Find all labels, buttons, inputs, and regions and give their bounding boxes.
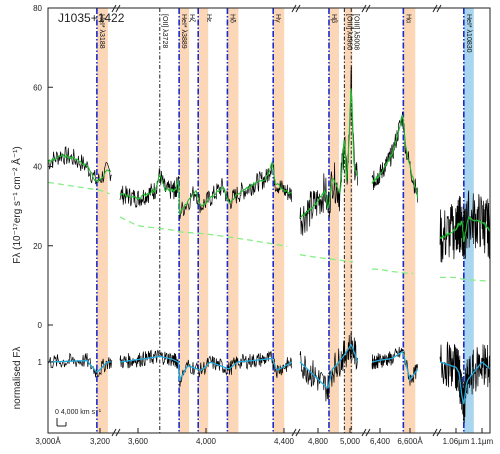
xtick-label-7: 6,400	[370, 437, 391, 446]
line-label-10: Hα	[404, 14, 411, 23]
line-label-1: [OII] λ3728	[161, 14, 168, 48]
band-3	[227, 8, 239, 433]
ytick-label-top-2: 40	[33, 163, 42, 172]
line-label-7: Hβ	[330, 14, 337, 23]
xtick-label-10: 1.1µm	[471, 437, 494, 446]
line-label-0: HeI* λ3188	[98, 14, 105, 49]
ytick-label-top-0: 0	[38, 321, 43, 330]
line-label-9: [OIII] λ5008	[352, 14, 359, 50]
scale-bar-label: 0 4,000 km s⁻¹	[55, 409, 102, 416]
band-2	[198, 8, 209, 433]
line-label-3: Hζ	[188, 14, 195, 22]
axis-break-top-2	[361, 4, 371, 13]
line-markers	[96, 8, 465, 433]
line-label-5: Hδ	[228, 14, 235, 23]
y-axis-label-top: Fλ (10⁻¹⁷erg s⁻¹ cm⁻² Å⁻¹)	[10, 146, 23, 264]
xtick-label-2: 3,600	[128, 437, 149, 446]
band-5	[328, 8, 339, 433]
normalised-model-line	[47, 343, 491, 405]
observed-flux-line	[47, 66, 491, 263]
axis-break-top-1	[291, 4, 301, 13]
xtick-label-8: 6,600Å	[397, 437, 423, 446]
normalised-observed-line	[47, 332, 491, 423]
band-1	[179, 8, 190, 433]
plot-frame	[47, 7, 491, 434]
axis-break-top-0	[111, 4, 121, 13]
model-flux-line	[47, 88, 491, 243]
spectrum-series	[47, 66, 491, 423]
xtick-label-4: 4,400	[274, 437, 295, 446]
line-labels: HeI* λ3188 [OII] λ3728 HeI* λ3889 Hζ Hε Hδ Hγ H…	[98, 14, 472, 53]
axis-break-1	[291, 428, 301, 437]
line-label-4: Hε	[205, 14, 212, 22]
continuum-line	[47, 181, 491, 283]
axes: 0 20 40 60 80 1 3,000Å 3,200 3,600 4,000 4,400 4,80…	[33, 4, 493, 446]
axis-break-3	[432, 428, 442, 437]
xtick-label-6: 5,000	[340, 437, 361, 446]
band-4	[273, 8, 285, 433]
ytick-label-top-4: 80	[33, 4, 42, 13]
ytick-label-top-3: 60	[33, 83, 42, 92]
xtick-label-3: 4,000	[196, 437, 217, 446]
ytick-label-bottom-0: 1	[38, 358, 43, 367]
xtick-label-0: 3,000Å	[35, 437, 61, 446]
band-6	[344, 8, 353, 433]
line-label-2: HeI* λ3889	[180, 14, 187, 49]
band-0	[96, 8, 108, 433]
ytick-label-top-1: 20	[33, 242, 42, 251]
axis-break-0	[111, 428, 121, 437]
line-label-11: HeI* λ10830	[465, 14, 472, 53]
band-7	[403, 8, 416, 433]
axis-break-2	[361, 428, 371, 437]
y-axis-label-bottom: normalised Fλ	[12, 347, 23, 410]
xtick-label-1: 3,200	[90, 437, 111, 446]
xtick-label-5: 4,800	[308, 437, 329, 446]
line-label-6: Hγ	[274, 14, 281, 23]
velocity-scale-bar: 0 4,000 km s⁻¹	[55, 409, 102, 427]
line-label-8: [OIII] λ4960	[345, 14, 352, 50]
chart-title: J1035+1422	[58, 11, 125, 25]
axis-break-top-3	[432, 4, 442, 13]
xtick-label-9: 1.06µm	[443, 437, 470, 446]
